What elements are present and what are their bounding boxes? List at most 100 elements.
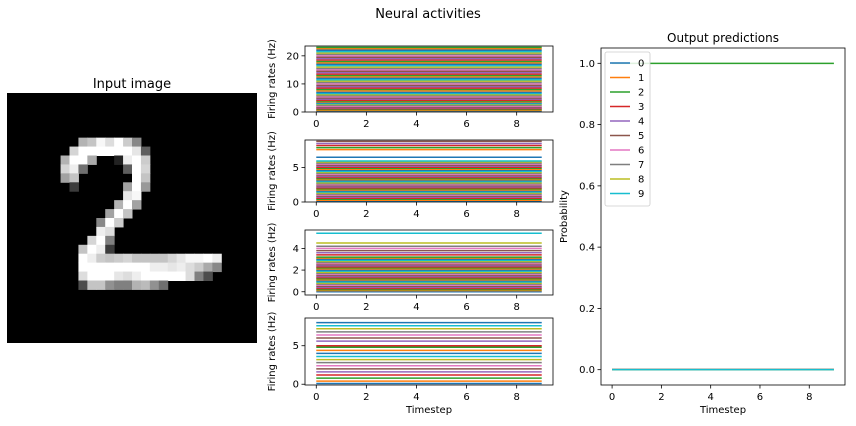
y-tick-label: 0.8: [579, 120, 595, 131]
digit-pixel: [96, 218, 106, 228]
digit-pixel: [105, 235, 115, 246]
figure-title: Neural activities: [375, 7, 481, 22]
digit-pixel: [132, 146, 142, 156]
legend-label: 6: [638, 146, 644, 157]
legend-label: 8: [638, 175, 644, 186]
digit-pixel: [60, 155, 70, 165]
digit-pixel: [185, 271, 195, 281]
digit-pixel: [132, 262, 142, 273]
firing-rates-panel-2: 0 2 4 6 8 0 5 Firing rates (Hz): [267, 131, 554, 220]
digit-pixel: [194, 253, 204, 264]
legend-label: 7: [638, 160, 644, 171]
digit-pixel: [114, 200, 124, 210]
digit-pixel: [149, 253, 160, 264]
digit-pixel: [114, 209, 124, 219]
digit-pixel: [105, 209, 115, 219]
legend-label: 1: [638, 73, 644, 84]
legend-label: 3: [638, 102, 644, 113]
digit-pixel: [105, 137, 115, 148]
axes-frame: [304, 229, 554, 296]
digit-pixel: [69, 173, 79, 183]
legend-label: 2: [638, 88, 644, 99]
digit-pixel: [96, 262, 106, 273]
digit-pixel: [132, 137, 142, 148]
firing-rates-panel-3: 0 2 4 6 8 0 2 4 Firing rates (Hz): [267, 222, 554, 313]
x-tick-label: 8: [513, 302, 519, 313]
digit-pixel: [140, 173, 151, 183]
digit-pixel: [96, 146, 106, 156]
digit-pixel: [132, 280, 142, 290]
digit-pixel: [114, 280, 124, 290]
digit-pixel: [203, 253, 213, 264]
digit-pixel: [96, 137, 106, 148]
y-tick-label: 20: [286, 51, 299, 62]
digit-pixel: [87, 280, 97, 290]
firing-rates-panel-1: 0 2 4 6 8 0 10 20 Firing rates (Hz): [267, 39, 554, 130]
digit-pixel: [123, 191, 133, 201]
y-tick-label: 0: [293, 287, 299, 298]
digit-pixel: [123, 200, 133, 210]
digit-pixel: [87, 244, 97, 255]
digit-pixel: [194, 262, 204, 273]
digit-pixel: [149, 271, 160, 281]
digit-pixel: [114, 218, 124, 228]
digit-pixel: [78, 146, 88, 156]
digit-pixel: [212, 262, 222, 273]
digit-pixel: [132, 271, 142, 281]
digit-pixel: [87, 235, 97, 246]
x-tick-label: 0: [313, 119, 319, 130]
digit-pixel: [194, 271, 204, 281]
digit-pixel: [140, 146, 151, 156]
axes-frame: [600, 47, 846, 386]
plot-lines: [316, 321, 542, 385]
y-tick-label: 0.4: [579, 243, 595, 254]
x-tick-label: 8: [513, 119, 519, 130]
legend-label: 4: [638, 117, 644, 128]
output-predictions-panel: 0 2 4 6 8 0.0 0.2 0.4 0.6 0.8 1.0 Probability Timest…: [559, 31, 846, 416]
y-tick-label: 2: [293, 266, 299, 277]
digit-image: [60, 137, 222, 290]
digit-pixel: [114, 271, 124, 281]
x-tick-label: 0: [313, 302, 319, 313]
x-tick-label: 4: [413, 119, 419, 130]
x-tick-label: 2: [658, 392, 664, 403]
digit-pixel: [123, 280, 133, 290]
digit-pixel: [203, 271, 213, 281]
digit-pixel: [69, 164, 79, 174]
digit-pixel: [132, 182, 142, 192]
digit-pixel: [96, 271, 106, 281]
digit-pixel: [69, 155, 79, 165]
x-tick-label: 0: [313, 209, 319, 220]
plot-lines: [612, 62, 834, 371]
x-tick-label: 8: [513, 392, 519, 403]
digit-pixel: [96, 244, 106, 255]
axes-frame: [304, 139, 554, 203]
digit-pixel: [140, 155, 151, 165]
x-tick-label: 4: [413, 209, 419, 220]
x-tick-label: 2: [363, 302, 369, 313]
y-axis-label: Probability: [559, 190, 570, 243]
y-axis-label: Firing rates (Hz): [267, 39, 278, 119]
digit-pixel: [105, 226, 115, 237]
digit-pixel: [158, 262, 169, 273]
y-tick-label: 0.0: [579, 365, 595, 376]
digit-pixel: [114, 262, 124, 273]
digit-pixel: [123, 209, 133, 219]
y-tick-label: 0: [293, 198, 299, 209]
digit-pixel: [96, 235, 106, 246]
digit-pixel: [123, 182, 133, 192]
digit-pixel: [176, 271, 187, 281]
digit-pixel: [132, 155, 142, 165]
plot-lines: [316, 140, 542, 203]
digit-pixel: [123, 146, 133, 156]
digit-pixel: [96, 226, 106, 237]
digit-pixel: [123, 164, 133, 174]
y-tick-label: 0: [293, 108, 299, 119]
digit-pixel: [114, 253, 124, 264]
digit-pixel: [87, 146, 97, 156]
digit-pixel: [167, 253, 178, 264]
digit-pixel: [149, 280, 160, 290]
digit-pixel: [123, 262, 133, 273]
digit-pixel: [123, 155, 133, 165]
y-tick-label: 5: [293, 341, 299, 352]
